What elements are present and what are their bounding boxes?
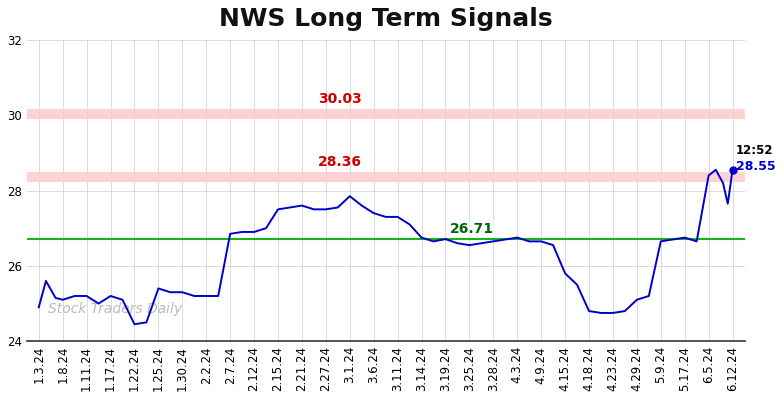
Text: 30.03: 30.03 [318, 92, 362, 106]
Text: 12:52: 12:52 [736, 144, 774, 158]
Bar [27, 109, 745, 119]
Text: 28.55: 28.55 [736, 160, 776, 172]
Title: NWS Long Term Signals: NWS Long Term Signals [219, 7, 553, 31]
Text: Stock Traders Daily: Stock Traders Daily [49, 302, 183, 316]
Text: 26.71: 26.71 [450, 222, 494, 236]
Bar [27, 172, 745, 182]
Text: 28.36: 28.36 [318, 155, 362, 169]
